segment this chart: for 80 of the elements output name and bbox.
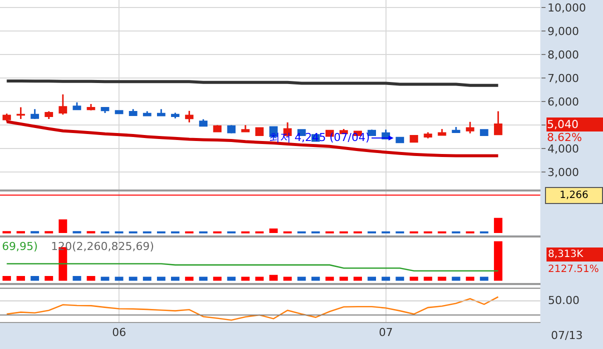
candlestick (396, 136, 404, 144)
bar (16, 276, 25, 281)
bar (283, 276, 292, 281)
bar (269, 274, 278, 281)
line-series (5, 120, 500, 158)
text: 5,040 (547, 118, 578, 131)
bar (58, 219, 68, 233)
y-tick-label: 7,000 (547, 72, 579, 85)
bar (480, 276, 488, 281)
candlestick (171, 112, 180, 120)
text: 1,266 (560, 190, 588, 201)
bar (396, 276, 404, 281)
bar (72, 276, 82, 281)
candlestick (142, 110, 152, 117)
bar (30, 276, 40, 281)
y-tick-label: 6,000 (547, 96, 579, 108)
candlestick (494, 110, 502, 136)
bar (199, 276, 208, 281)
y-tick-label: 10,000 (547, 1, 586, 14)
text: 2127.51% (548, 264, 599, 275)
bar (297, 276, 306, 281)
y-tick-label: 3,000 (547, 166, 579, 180)
y-tick-label: 4,000 (547, 142, 579, 156)
annotation: 120(2,260,825,69) (51, 240, 154, 253)
candlestick (241, 124, 250, 132)
bar (227, 276, 236, 281)
text: 50.00 (548, 294, 580, 307)
bar (213, 276, 222, 281)
bar (424, 276, 432, 281)
bar (86, 276, 96, 281)
bar (494, 241, 502, 281)
bar (114, 276, 124, 281)
bar (2, 276, 11, 281)
bar (382, 276, 390, 281)
bar (44, 276, 54, 281)
bar (185, 276, 194, 281)
bar (255, 276, 264, 281)
candlestick (410, 135, 418, 143)
bar (368, 276, 376, 281)
candlestick (213, 124, 222, 132)
bar (100, 276, 110, 281)
candlestick (157, 108, 166, 117)
candlestick (2, 112, 11, 122)
bar (438, 276, 446, 281)
bar (241, 276, 250, 281)
bar (171, 276, 180, 281)
bar (325, 276, 334, 281)
candlestick (30, 108, 40, 120)
annotation: 69,95) (2, 240, 38, 253)
candlestick (227, 124, 236, 134)
candlestick (128, 108, 138, 116)
bar (452, 276, 460, 281)
candlestick (58, 94, 68, 116)
bar (156, 276, 166, 281)
bar (340, 276, 348, 281)
x-tick-label: 06 (112, 326, 126, 340)
bar (269, 228, 278, 233)
y-tick-label: 9,000 (547, 24, 579, 38)
y-tick-label: 8,000 (547, 48, 579, 62)
candlestick (466, 121, 474, 134)
candlestick (72, 102, 82, 110)
bar (142, 276, 152, 281)
bar (311, 276, 320, 281)
candlestick (16, 106, 25, 120)
candlestick (114, 110, 124, 115)
candlestick (438, 128, 446, 136)
bar (410, 276, 418, 281)
bar (494, 218, 502, 233)
candlestick (199, 118, 208, 127)
text: 8,313K (548, 249, 584, 260)
bar (466, 276, 474, 281)
bar (354, 276, 362, 281)
candlestick (44, 110, 54, 120)
candlestick (480, 129, 488, 137)
bar (128, 276, 138, 281)
x-tick-label: 07 (378, 326, 393, 340)
candlestick (185, 110, 194, 124)
text: 8.62% (547, 131, 582, 144)
text: 07/13 (551, 329, 583, 342)
candlestick (424, 131, 432, 140)
